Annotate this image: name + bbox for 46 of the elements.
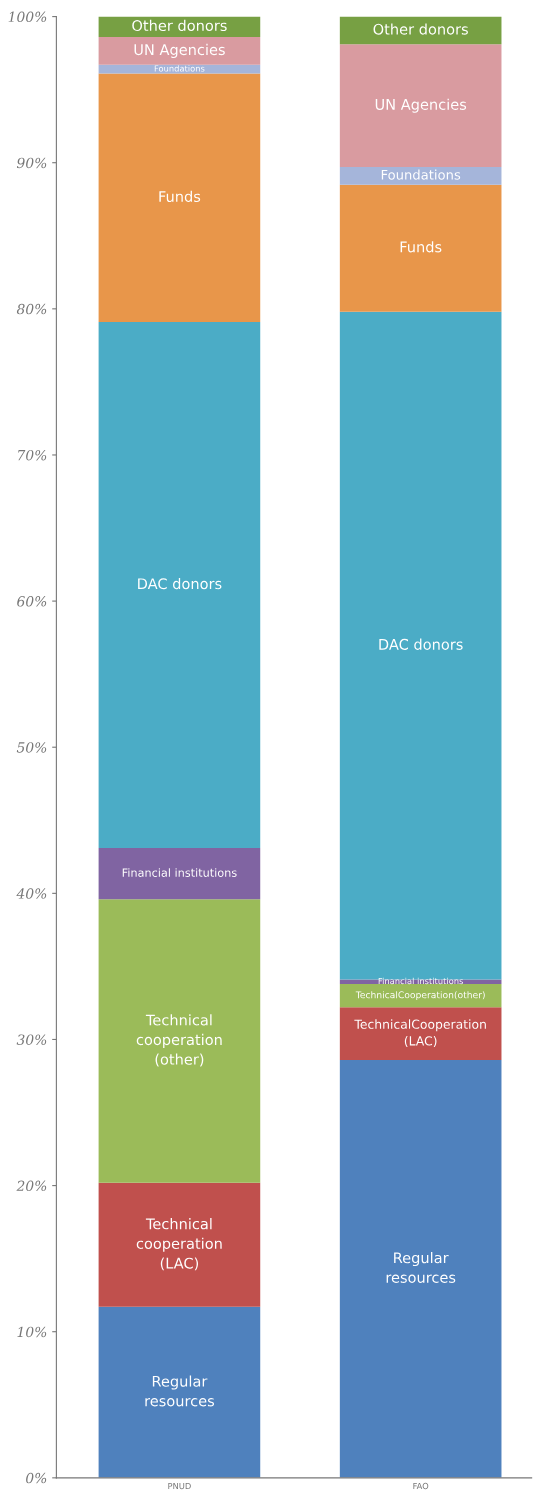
y-tick-label: 0%	[26, 1472, 47, 1484]
bar	[339, 44, 502, 168]
data-label: Other donors	[373, 23, 468, 35]
data-label: Funds	[400, 241, 442, 253]
data-label: Other donors	[132, 19, 227, 32]
bar	[339, 184, 502, 312]
data-label: Financial institutions	[378, 977, 464, 985]
data-label: DAC donors	[379, 638, 463, 650]
data-label: Foundations	[154, 65, 205, 72]
data-label: DAC donors	[138, 577, 222, 590]
data-label: Funds	[159, 190, 201, 203]
data-label: TechnicalCooperation (LAC)	[354, 1019, 486, 1048]
data-label: UN Agencies	[375, 98, 467, 113]
data-label: Technical cooperation (LAC)	[136, 1218, 222, 1271]
bar	[98, 848, 261, 900]
bar	[98, 1182, 261, 1307]
data-label: Foundations	[381, 169, 461, 180]
y-tick-label: 50%	[16, 742, 47, 753]
bar	[98, 37, 261, 65]
data-label: Regular resources	[145, 1375, 215, 1407]
bar	[339, 16, 502, 45]
bar	[98, 899, 261, 1183]
y-tick-label: 100%	[8, 11, 47, 23]
y-tick-label: 60%	[17, 596, 47, 607]
bar	[339, 1007, 502, 1060]
y-tick-label: 90%	[16, 157, 47, 169]
y-tick-label: 30%	[16, 1034, 47, 1045]
data-label: Technical cooperation (other)	[136, 1014, 222, 1067]
x-tick-label: FAO	[413, 1482, 429, 1490]
bar	[339, 1059, 502, 1478]
bar	[98, 64, 261, 74]
data-label: Financial institutions	[122, 868, 237, 877]
y-tick-label: 20%	[16, 1180, 47, 1192]
y-tick-label: 80%	[16, 303, 47, 315]
bar	[339, 983, 502, 1008]
data-label: Regular resources	[386, 1252, 456, 1283]
bar	[98, 73, 261, 322]
data-label: UN Agencies	[134, 43, 225, 58]
bar	[98, 1306, 261, 1478]
bar	[339, 167, 502, 185]
x-tick-label: PNUD	[168, 1482, 191, 1490]
y-tick-label: 10%	[17, 1326, 47, 1338]
bar	[98, 321, 261, 849]
y-tick-label: 40%	[16, 888, 47, 899]
data-label: TechnicalCooperation(other)	[355, 991, 485, 1001]
y-tick-label: 70%	[18, 449, 47, 461]
